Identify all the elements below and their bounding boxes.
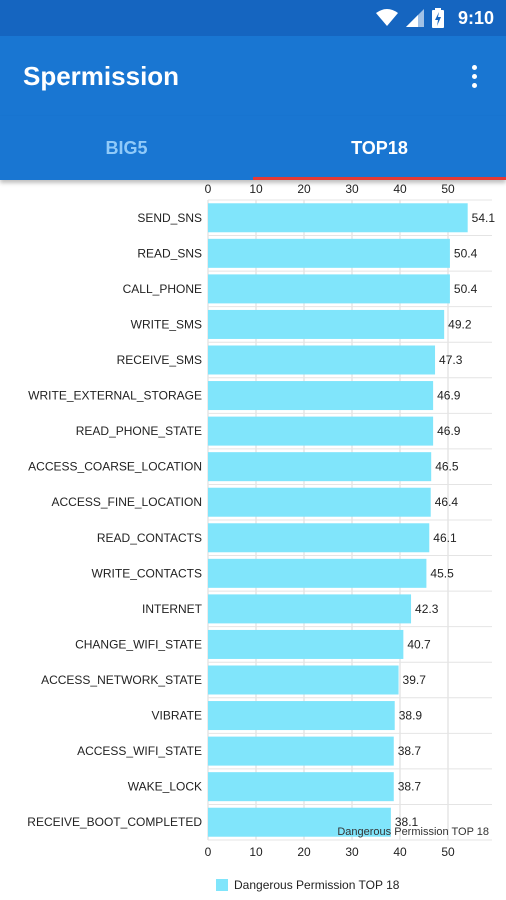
tab-big5[interactable]: BIG5: [105, 137, 148, 158]
bar: [208, 558, 427, 588]
chart-description: Dangerous Permission TOP 18: [337, 826, 489, 838]
value-label: 38.7: [398, 780, 422, 794]
legend-label: Dangerous Permission TOP 18: [234, 878, 400, 892]
category-label: WRITE_SMS: [131, 317, 202, 331]
value-label: 46.1: [433, 531, 457, 545]
bar-chart: SEND_SNS 54.1 READ_SNS 50.4 CALL_PHONE 50.4 WR…: [0, 180, 506, 900]
value-label: 38.9: [399, 709, 423, 723]
app-bar: Spermission: [0, 36, 506, 116]
battery-charging-icon: [431, 8, 444, 28]
x-tick-label-bottom: 10: [249, 845, 263, 859]
more-vert-icon[interactable]: [462, 60, 486, 92]
category-label: SEND_SNS: [137, 211, 202, 225]
category-label: WRITE_CONTACTS: [92, 566, 202, 580]
value-label: 50.4: [454, 282, 478, 296]
category-label: WAKE_LOCK: [128, 780, 202, 794]
category-label: ACCESS_COARSE_LOCATION: [28, 460, 202, 474]
value-label: 45.5: [430, 566, 454, 580]
status-bar: 9:10: [0, 0, 506, 36]
bar: [208, 274, 450, 304]
value-label: 46.9: [437, 424, 461, 438]
category-label: CHANGE_WIFI_STATE: [75, 637, 202, 651]
bar: [208, 772, 394, 802]
x-tick-label-bottom: 20: [297, 845, 311, 859]
category-label: CALL_PHONE: [123, 282, 202, 296]
x-tick-label-bottom: 0: [205, 845, 212, 859]
bar: [208, 807, 391, 837]
category-label: ACCESS_NETWORK_STATE: [41, 673, 202, 687]
status-time: 9:10: [457, 7, 494, 28]
x-tick-label-bottom: 50: [441, 845, 455, 859]
chart-legend: Dangerous Permission TOP 18: [216, 878, 399, 892]
category-label: VIBRATE: [152, 709, 202, 723]
category-label: ACCESS_WIFI_STATE: [77, 744, 202, 758]
value-label: 50.4: [454, 246, 478, 260]
bar: [208, 487, 431, 517]
value-label: 49.2: [448, 317, 472, 331]
category-label: RECEIVE_BOOT_COMPLETED: [27, 815, 202, 829]
x-tick-label-top: 50: [441, 182, 455, 196]
bar: [208, 345, 436, 375]
signal-icon: [405, 9, 424, 27]
bar: [208, 381, 434, 411]
x-tick-label-top: 40: [393, 182, 407, 196]
category-label: ACCESS_FINE_LOCATION: [52, 495, 202, 509]
category-label: RECEIVE_SMS: [117, 353, 202, 367]
wifi-icon: [375, 9, 398, 27]
bar: [208, 701, 395, 731]
bar: [208, 523, 430, 553]
category-label: READ_PHONE_STATE: [76, 424, 202, 438]
bar: [208, 629, 404, 659]
value-label: 54.1: [472, 211, 496, 225]
bar: [208, 416, 434, 446]
category-label: INTERNET: [142, 602, 203, 616]
x-tick-label-top: 0: [205, 182, 212, 196]
bar: [208, 665, 399, 695]
app-title: Spermission: [23, 60, 180, 91]
value-label: 47.3: [439, 353, 463, 367]
value-label: 38.7: [398, 744, 422, 758]
value-label: 46.5: [435, 460, 459, 474]
legend-swatch: [216, 879, 228, 891]
bar-chart-svg: SEND_SNS 54.1 READ_SNS 50.4 CALL_PHONE 50.4 WR…: [27, 182, 496, 859]
value-label: 38.1: [395, 815, 419, 829]
value-label: 42.3: [415, 602, 439, 616]
category-label: READ_CONTACTS: [97, 531, 202, 545]
x-tick-label-bottom: 30: [345, 845, 359, 859]
bar: [208, 238, 450, 268]
value-label: 46.4: [435, 495, 459, 509]
x-tick-label-top: 10: [249, 182, 263, 196]
tab-top18[interactable]: TOP18: [253, 116, 506, 180]
x-tick-label-top: 20: [297, 182, 311, 196]
value-label: 39.7: [403, 673, 427, 687]
tab-bar: BIG5 TOP18: [0, 116, 506, 180]
x-tick-label-bottom: 40: [393, 845, 407, 859]
category-label: READ_SNS: [137, 246, 202, 260]
bar: [208, 594, 412, 624]
bar: [208, 736, 394, 766]
bar: [208, 203, 468, 233]
x-tick-label-top: 30: [345, 182, 359, 196]
bar: [208, 452, 432, 482]
value-label: 40.7: [407, 637, 431, 651]
bar: [208, 309, 445, 339]
value-label: 46.9: [437, 389, 461, 403]
category-label: WRITE_EXTERNAL_STORAGE: [28, 389, 202, 403]
